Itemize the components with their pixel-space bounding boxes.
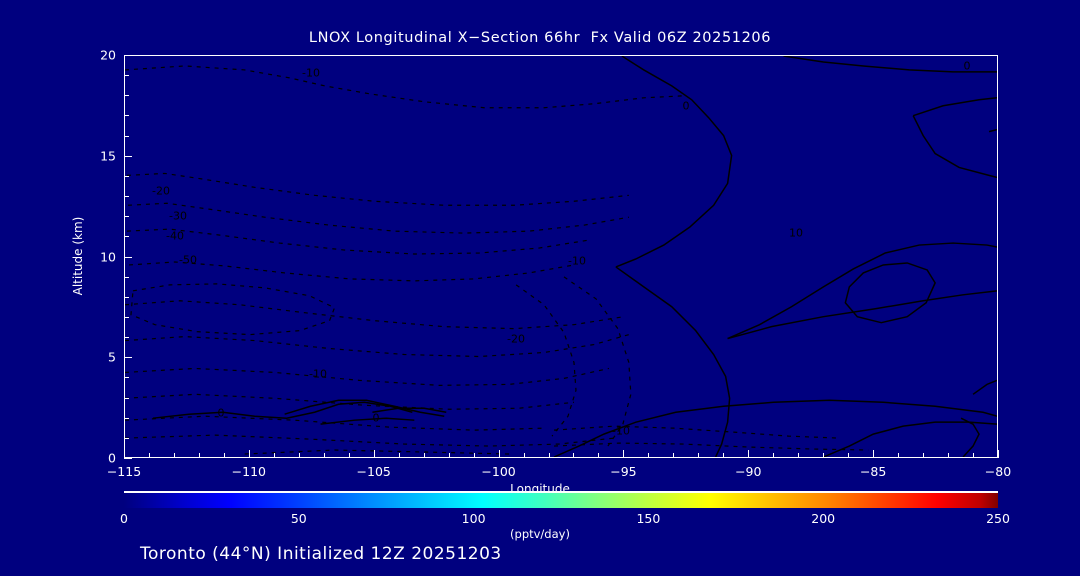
x-tick-minor bbox=[673, 453, 674, 458]
x-tick-minor bbox=[449, 453, 450, 458]
x-tick-label: −80 bbox=[984, 464, 1012, 479]
x-tick-label: −95 bbox=[610, 464, 637, 479]
x-tick-minor bbox=[798, 453, 799, 458]
x-tick-minor bbox=[773, 453, 774, 458]
y-tick-minor bbox=[124, 115, 129, 116]
colorbar-top-rule bbox=[124, 491, 998, 493]
y-tick-minor bbox=[124, 377, 129, 378]
x-tick-minor bbox=[848, 453, 849, 458]
y-tick-minor bbox=[124, 75, 129, 76]
y-tick-label: 15 bbox=[100, 148, 116, 164]
x-tick-minor bbox=[648, 453, 649, 458]
y-tick-minor bbox=[124, 236, 129, 237]
x-tick-minor bbox=[723, 453, 724, 458]
y-tick-minor bbox=[124, 317, 129, 318]
y-tick-minor bbox=[124, 438, 129, 439]
y-tick-minor bbox=[124, 297, 129, 298]
x-tick-major bbox=[124, 450, 125, 458]
x-tick-major bbox=[623, 450, 624, 458]
x-tick-major bbox=[998, 450, 999, 458]
x-axis-title: Longitude bbox=[510, 482, 570, 496]
x-tick-minor bbox=[149, 453, 150, 458]
y-tick-minor bbox=[124, 337, 129, 338]
colorbar-gradient bbox=[124, 493, 998, 508]
x-tick-label: −85 bbox=[859, 464, 887, 479]
x-tick-major bbox=[374, 450, 375, 458]
x-tick-label: −90 bbox=[735, 464, 762, 479]
colorbar-units-label: (pptv/day) bbox=[510, 527, 570, 541]
y-tick-minor bbox=[124, 216, 129, 217]
y-tick-major bbox=[124, 156, 132, 157]
colorbar-tick-label: 100 bbox=[461, 511, 486, 526]
dashed-contours bbox=[125, 65, 869, 455]
y-tick-minor bbox=[124, 418, 129, 419]
y-tick-major bbox=[124, 55, 132, 56]
x-tick-major bbox=[249, 450, 250, 458]
colorbar-tick-label: 0 bbox=[120, 511, 128, 526]
x-tick-minor bbox=[424, 453, 425, 458]
colorbar-tick-label: 250 bbox=[986, 511, 1010, 526]
y-tick-major bbox=[124, 357, 132, 358]
x-tick-label: −115 bbox=[106, 464, 142, 479]
x-tick-minor bbox=[823, 453, 824, 458]
x-tick-minor bbox=[399, 453, 400, 458]
shaded-field bbox=[125, 56, 997, 457]
x-tick-minor bbox=[199, 453, 200, 458]
colorbar-tick-label: 50 bbox=[290, 511, 307, 526]
x-tick-minor bbox=[174, 453, 175, 458]
x-tick-minor bbox=[349, 453, 350, 458]
x-tick-minor bbox=[549, 453, 550, 458]
chart-title: LNOX Longitudinal X−Section 66hr Fx Vali… bbox=[308, 30, 772, 46]
x-tick-label: −100 bbox=[481, 464, 516, 479]
x-tick-minor bbox=[948, 453, 949, 458]
y-tick-label: 20 bbox=[100, 47, 116, 63]
x-tick-minor bbox=[274, 453, 275, 458]
y-tick-minor bbox=[124, 277, 129, 278]
x-tick-major bbox=[873, 450, 874, 458]
plot-area: -10 -20 -30 -40 -50 -10 -20 -10 0 0 -10 … bbox=[124, 55, 998, 458]
x-tick-minor bbox=[973, 453, 974, 458]
x-tick-minor bbox=[299, 453, 300, 458]
y-tick-minor bbox=[124, 196, 129, 197]
x-tick-label: −105 bbox=[356, 464, 391, 479]
x-tick-minor bbox=[598, 453, 599, 458]
x-tick-major bbox=[748, 450, 749, 458]
x-tick-major bbox=[499, 450, 500, 458]
y-tick-major bbox=[124, 458, 132, 459]
x-tick-minor bbox=[898, 453, 899, 458]
y-tick-label: 0 bbox=[108, 450, 116, 466]
y-tick-major bbox=[124, 257, 132, 258]
y-tick-minor bbox=[124, 176, 129, 177]
y-tick-label: 5 bbox=[108, 349, 116, 365]
y-axis-title: Altitude (km) bbox=[71, 216, 85, 296]
solid-contours bbox=[152, 56, 997, 457]
y-tick-minor bbox=[124, 398, 129, 399]
x-tick-minor bbox=[324, 453, 325, 458]
y-tick-minor bbox=[124, 95, 129, 96]
colorbar-tick-label: 200 bbox=[811, 511, 836, 526]
x-tick-minor bbox=[573, 453, 574, 458]
y-tick-label: 10 bbox=[100, 249, 116, 264]
figure-caption: Toronto (44°N) Initialized 12Z 20251203 bbox=[140, 544, 502, 564]
x-tick-minor bbox=[224, 453, 225, 458]
contour-plot-canvas bbox=[125, 56, 997, 457]
x-tick-minor bbox=[474, 453, 475, 458]
x-tick-minor bbox=[923, 453, 924, 458]
x-tick-minor bbox=[524, 453, 525, 458]
y-tick-minor bbox=[124, 136, 129, 137]
x-tick-label: −110 bbox=[231, 464, 267, 479]
colorbar-tick-label: 150 bbox=[636, 511, 661, 526]
colorbar bbox=[124, 493, 998, 508]
x-tick-minor bbox=[698, 453, 699, 458]
